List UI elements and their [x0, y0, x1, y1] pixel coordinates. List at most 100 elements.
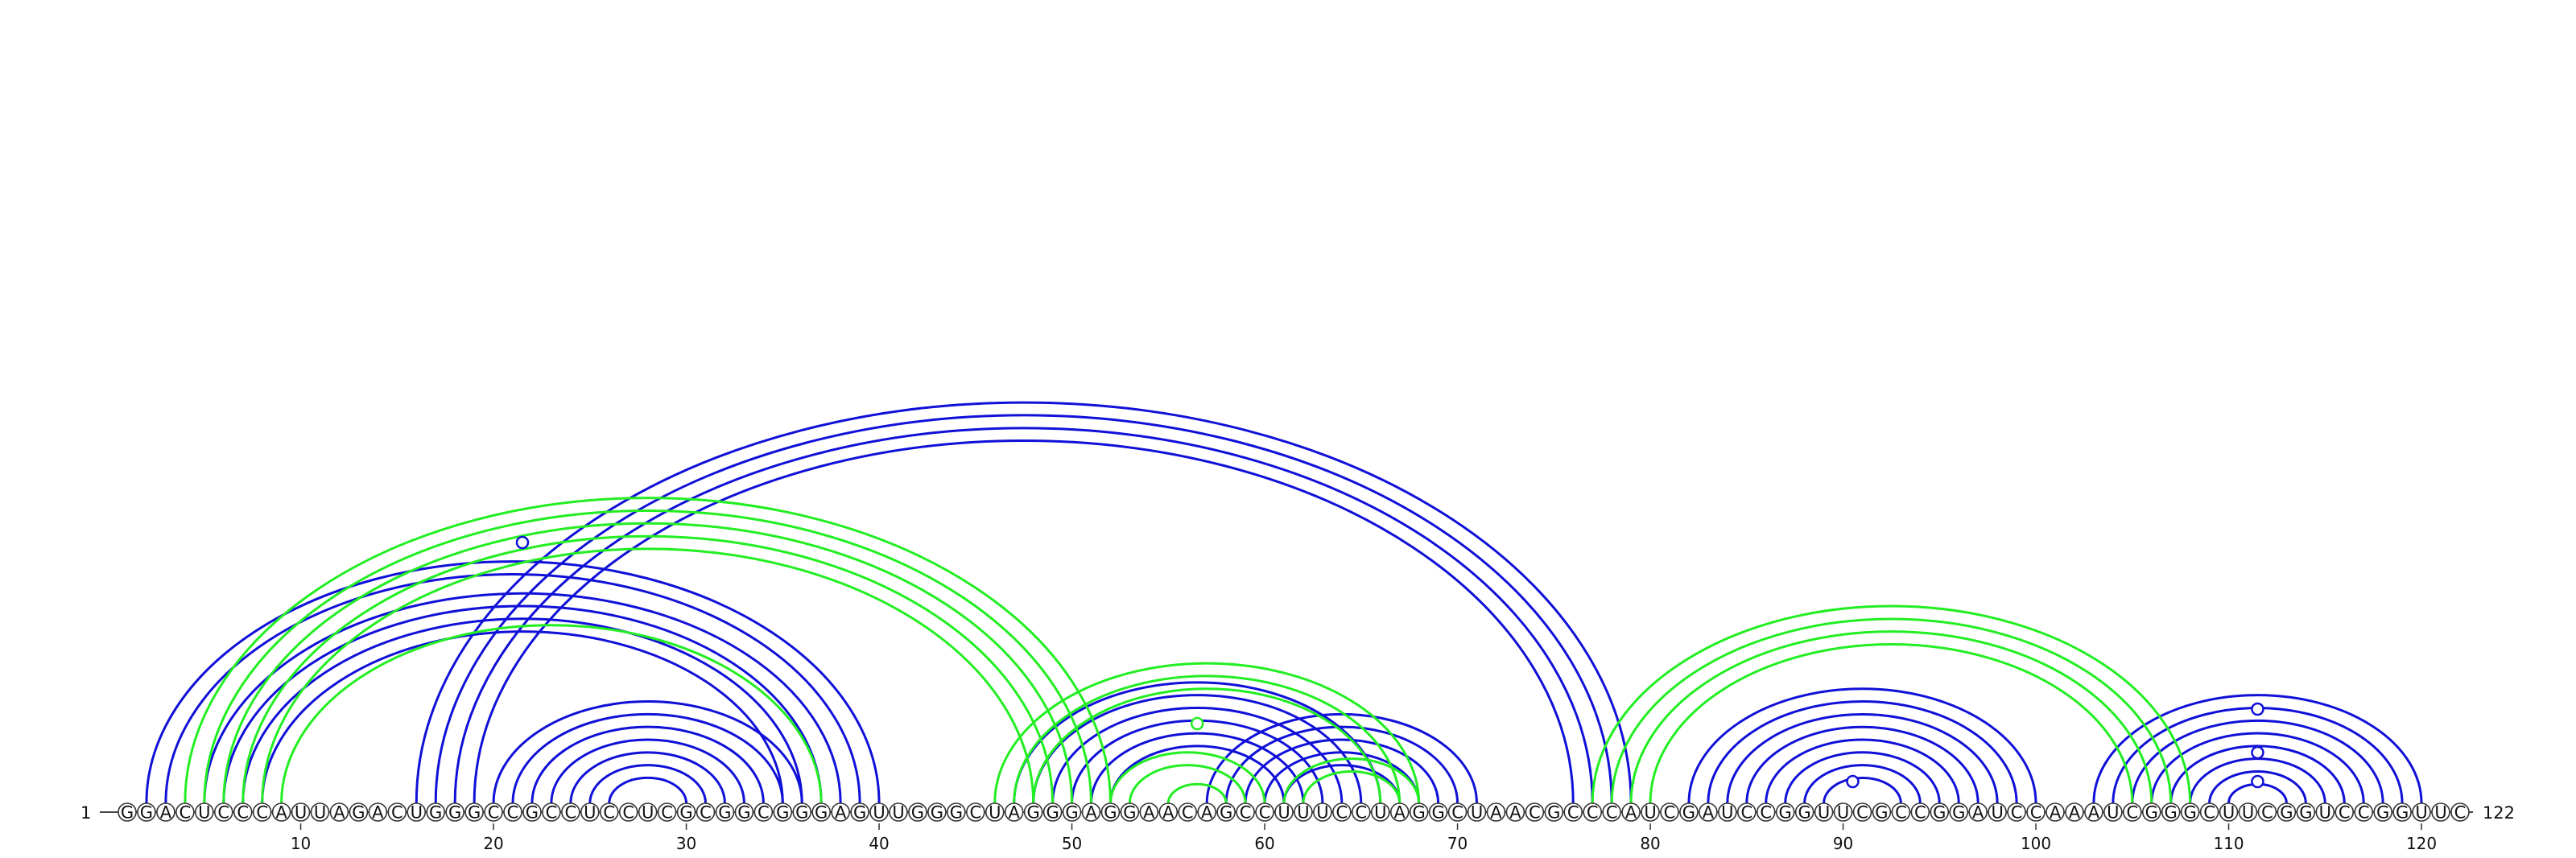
blue-arc-89-93 — [1824, 778, 1901, 803]
blue-arc-3-39 — [166, 574, 860, 803]
nucleotide-27: C — [620, 803, 638, 823]
nucleotide-114: G — [2297, 803, 2314, 823]
tick-label-40: 40 — [869, 834, 889, 853]
nucleotide-62: U — [1294, 803, 1312, 823]
nucleotide-19: G — [465, 803, 483, 823]
nucleotide-79: A — [1622, 803, 1640, 823]
nucleotide-letter: U — [2223, 803, 2235, 823]
green-arc-55-58 — [1168, 784, 1226, 803]
tick-label-120: 120 — [2406, 834, 2437, 853]
nucleotide-letter: C — [391, 803, 403, 823]
tick-label-50: 50 — [1062, 834, 1082, 853]
nucleotide-1: G — [118, 803, 136, 823]
nucleotide-10: U — [292, 803, 310, 823]
nucleotide-42: G — [909, 803, 927, 823]
nucleotide-70: C — [1449, 803, 1467, 823]
nucleotide-letter: A — [1162, 803, 1174, 823]
nucleotide-5: U — [196, 803, 213, 823]
nucleotide-88: G — [1796, 803, 1814, 823]
nucleotide-letter: U — [2415, 803, 2427, 823]
nucleotide-letter: U — [873, 803, 885, 823]
tick-label-20: 20 — [483, 834, 503, 853]
nucleotide-49: G — [1044, 803, 1062, 823]
nucleotide-letter: C — [1664, 803, 1676, 823]
nucleotide-letter: G — [1065, 803, 1078, 823]
nucleotide-letter: C — [969, 803, 981, 823]
nucleotide-122: C — [2451, 803, 2469, 823]
nucleotide-63: U — [1314, 803, 1331, 823]
nucleotide-14: A — [369, 803, 386, 823]
nucleotide-letter: C — [1336, 803, 1348, 823]
nucleotide-65: C — [1352, 803, 1370, 823]
nucleotide-105: C — [2124, 803, 2141, 823]
green-arc-7-49 — [243, 536, 1053, 803]
nucleotide-30: G — [678, 803, 696, 823]
nucleotide-6: C — [215, 803, 233, 823]
nucleotide-23: C — [543, 803, 560, 823]
nucleotide-67: A — [1391, 803, 1409, 823]
nucleotide-letter: G — [2184, 803, 2197, 823]
arc-marker-3 — [1847, 776, 1859, 787]
nucleotide-letter: G — [911, 803, 924, 823]
nucleotide-26: C — [601, 803, 618, 823]
nucleotide-letter: U — [584, 803, 596, 823]
end-label: 122 — [2483, 803, 2515, 823]
nucleotide-letter: U — [198, 803, 210, 823]
arc-marker-6 — [2252, 776, 2263, 787]
nucleotide-letter: U — [892, 803, 904, 823]
nucleotide-66: U — [1372, 803, 1389, 823]
tick-label-60: 60 — [1254, 834, 1274, 853]
nucleotide-73: A — [1506, 803, 1524, 823]
nucleotide-77: C — [1583, 803, 1601, 823]
nucleotide-95: G — [1930, 803, 1948, 823]
nucleotide-letter: U — [411, 803, 423, 823]
nucleotide-32: G — [716, 803, 733, 823]
nucleotide-86: C — [1757, 803, 1775, 823]
nucleotide-69: G — [1430, 803, 1447, 823]
nucleotide-43: G — [928, 803, 946, 823]
nucleotide-letter: C — [488, 803, 500, 823]
nucleotide-92: G — [1872, 803, 1890, 823]
tick-label-10: 10 — [291, 834, 311, 853]
nucleotide-letter: G — [1220, 803, 1232, 823]
nucleotide-83: A — [1699, 803, 1717, 823]
nucleotide-letter: U — [2107, 803, 2119, 823]
nucleotide-letter: G — [950, 803, 963, 823]
nucleotide-33: G — [735, 803, 753, 823]
nucleotide-letter: U — [1471, 803, 1483, 823]
nucleotide-letter: C — [1355, 803, 1367, 823]
nucleotide-letter: C — [2339, 803, 2351, 823]
nucleotide-20: C — [485, 803, 502, 823]
nucleotide-113: G — [2277, 803, 2295, 823]
nucleotide-letter: A — [2088, 803, 2100, 823]
nucleotide-75: G — [1545, 803, 1563, 823]
nucleotide-106: G — [2143, 803, 2161, 823]
nucleotide-81: C — [1661, 803, 1678, 823]
nucleotide-letter: G — [853, 803, 866, 823]
nucleotide-letter: G — [1104, 803, 1117, 823]
nucleotide-letter: A — [372, 803, 384, 823]
nucleotide-102: A — [2066, 803, 2083, 823]
nucleotide-119: G — [2393, 803, 2411, 823]
nucleotide-4: C — [176, 803, 194, 823]
nucleotide-50: G — [1063, 803, 1081, 823]
nucleotide-64: C — [1333, 803, 1351, 823]
nucleotide-letter: C — [1740, 803, 1752, 823]
nucleotide-letter: C — [2126, 803, 2138, 823]
nucleotide-55: A — [1159, 803, 1177, 823]
nucleotide-54: A — [1140, 803, 1158, 823]
nucleotide-letter: G — [1933, 803, 1946, 823]
nucleotide-68: G — [1410, 803, 1428, 823]
nucleotide-82: G — [1680, 803, 1698, 823]
nucleotide-25: U — [581, 803, 599, 823]
nucleotide-letter: C — [1240, 803, 1252, 823]
nucleotide-90: U — [1835, 803, 1852, 823]
nucleotide-letter: U — [1316, 803, 1328, 823]
nucleotide-118: G — [2374, 803, 2392, 823]
nucleotide-letter: C — [1587, 803, 1599, 823]
nucleotide-letter: U — [2242, 803, 2254, 823]
blue-arc-52-61 — [1110, 746, 1284, 803]
nucleotide-109: C — [2201, 803, 2219, 823]
blue-arc-26-30 — [609, 778, 687, 803]
nucleotide-117: C — [2355, 803, 2372, 823]
